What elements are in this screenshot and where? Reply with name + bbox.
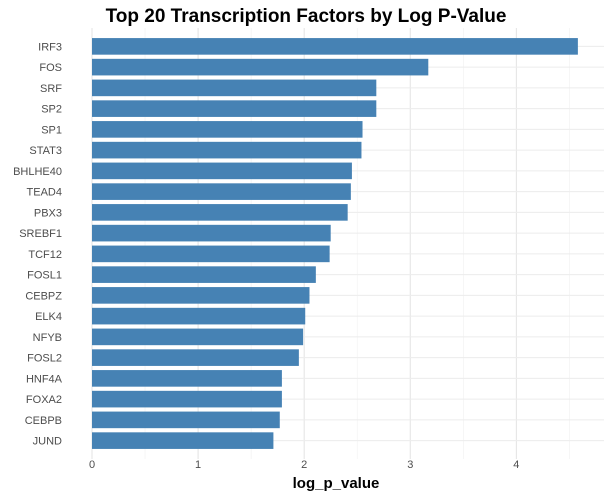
bar-jund xyxy=(92,432,274,449)
x-tick-label: 2 xyxy=(301,459,307,471)
bar-irf3 xyxy=(92,38,578,55)
y-tick-label: FOXA2 xyxy=(26,394,62,406)
y-tick-label: CEBPZ xyxy=(25,290,62,302)
bar-fosl2 xyxy=(92,349,299,366)
y-tick-label: JUND xyxy=(33,436,62,448)
bar-srf xyxy=(92,79,377,97)
x-tick-label: 0 xyxy=(89,459,95,471)
y-tick-label: SRF xyxy=(40,83,62,95)
bar-fosl1 xyxy=(92,266,316,283)
y-tick-label: ELK4 xyxy=(35,311,62,323)
bar-fos xyxy=(92,58,429,76)
y-tick-label: SP2 xyxy=(41,104,62,116)
y-tick-label: BHLHE40 xyxy=(13,166,62,178)
y-tick-label: TCF12 xyxy=(28,249,62,261)
y-tick-label: FOSL1 xyxy=(27,270,62,282)
bar-tead4 xyxy=(92,183,351,200)
bar-bhlhe40 xyxy=(92,162,352,180)
y-tick-label: SREBF1 xyxy=(19,228,62,240)
bar-sp2 xyxy=(92,100,377,117)
bar-pbx3 xyxy=(92,204,348,221)
y-tick-label: STAT3 xyxy=(29,145,62,157)
x-tick-label: 3 xyxy=(407,459,413,471)
bar-elk4 xyxy=(92,307,306,325)
bar-foxa2 xyxy=(92,390,282,408)
bar-hnf4a xyxy=(92,370,282,387)
bar-layer xyxy=(92,38,578,449)
x-tick-label: 1 xyxy=(195,459,201,471)
x-tick-label: 4 xyxy=(513,459,519,471)
bar-tcf12 xyxy=(92,245,330,263)
bar-nfyb xyxy=(92,328,304,346)
y-tick-label: TEAD4 xyxy=(27,187,62,199)
y-tick-labels: IRF3 FOS SRF SP2 SP1 STAT3 BHLHE40 TEAD4 PBX3 SRE… xyxy=(13,41,63,447)
chart-title: Top 20 Transcription Factors by Log P-Va… xyxy=(105,6,507,27)
bar-srebf1 xyxy=(92,224,331,242)
y-tick-label: HNF4A xyxy=(26,373,63,385)
x-tick-labels: 0 1 2 3 4 xyxy=(89,459,519,471)
bar-cebpz xyxy=(92,287,310,304)
y-tick-label: PBX3 xyxy=(34,207,62,219)
x-axis-label: log_p_value xyxy=(292,475,380,492)
y-tick-label: SP1 xyxy=(41,124,62,136)
y-tick-label: FOS xyxy=(39,62,62,74)
y-tick-label: FOSL2 xyxy=(27,353,62,365)
y-tick-label: NFYB xyxy=(33,332,62,344)
y-tick-label: CEBPB xyxy=(25,415,62,427)
y-tick-label: IRF3 xyxy=(38,41,62,53)
bar-sp1 xyxy=(92,121,363,138)
bar-stat3 xyxy=(92,141,362,159)
bar-cebpb xyxy=(92,411,280,429)
